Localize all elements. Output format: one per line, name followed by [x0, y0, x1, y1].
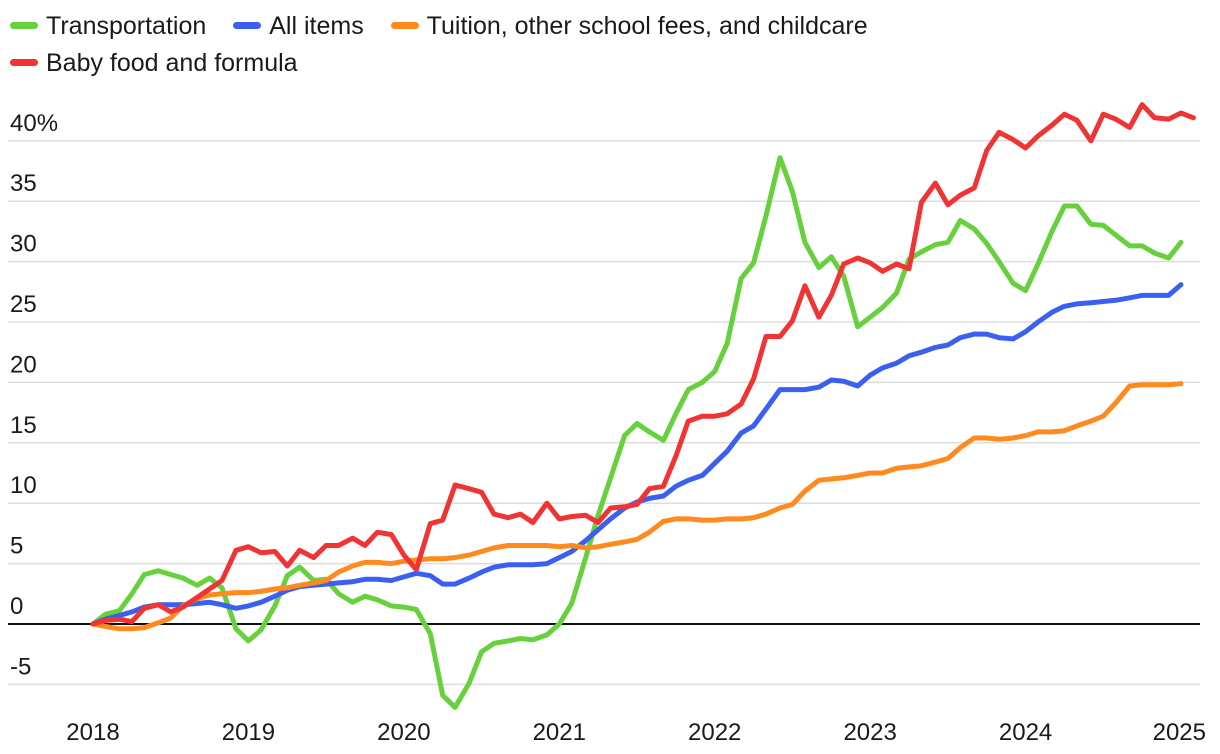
- x-tick-label: 2019: [222, 719, 275, 746]
- series-line-all-items: [90, 282, 1184, 627]
- gridlines: [8, 140, 1200, 686]
- y-tick-label: 30: [10, 231, 37, 258]
- series-line-transportation: [90, 155, 1184, 710]
- series-line-tuition-other-school-fees-and-childcare: [90, 381, 1184, 632]
- legend-item-tuition: Tuition, other school fees, and childcar…: [390, 8, 868, 45]
- legend-item-transportation: Transportation: [10, 8, 206, 45]
- y-tick-label: 20: [10, 351, 37, 378]
- x-tick-label: 2018: [66, 719, 119, 746]
- x-tick-label: 2021: [533, 719, 586, 746]
- x-axis-tick-labels: 2018 2019 2020 2021 2022 2023 2024 2025: [66, 719, 1206, 746]
- y-tick-label: 35: [10, 170, 37, 197]
- legend-label-all-items: All items: [269, 12, 364, 40]
- y-tick-label: 15: [10, 412, 37, 439]
- y-tick-label: 10: [10, 472, 37, 499]
- series-line-baby-food-and-formula: [90, 102, 1196, 627]
- y-tick-label: 40%: [10, 110, 58, 137]
- legend-label-transportation: Transportation: [46, 12, 207, 40]
- legend: Transportation All items Tuition, other …: [10, 8, 1200, 82]
- y-tick-label: 0: [10, 593, 23, 620]
- y-axis-tick-labels: -5 0 5 10 15 20 25 30 35 40%: [10, 110, 58, 681]
- legend-label-tuition: Tuition, other school fees, and childcar…: [426, 12, 868, 40]
- legend-label-baby-food: Baby food and formula: [46, 49, 298, 77]
- legend-item-baby-food: Baby food and formula: [10, 45, 298, 82]
- legend-swatch-transportation: [10, 21, 38, 29]
- series-lines: [90, 102, 1196, 710]
- x-tick-label: 2023: [843, 719, 896, 746]
- x-tick-label: 2025: [1153, 719, 1206, 746]
- x-tick-label: 2020: [377, 719, 430, 746]
- y-tick-label: -5: [10, 653, 31, 680]
- legend-swatch-all-items: [233, 21, 262, 29]
- y-tick-label: 25: [10, 291, 37, 318]
- y-tick-label: 5: [10, 533, 23, 560]
- legend-swatch-baby-food: [10, 58, 38, 66]
- legend-swatch-tuition: [390, 21, 419, 29]
- x-tick-label: 2024: [999, 719, 1052, 746]
- x-tick-label: 2022: [688, 719, 741, 746]
- legend-item-all-items: All items: [233, 8, 364, 45]
